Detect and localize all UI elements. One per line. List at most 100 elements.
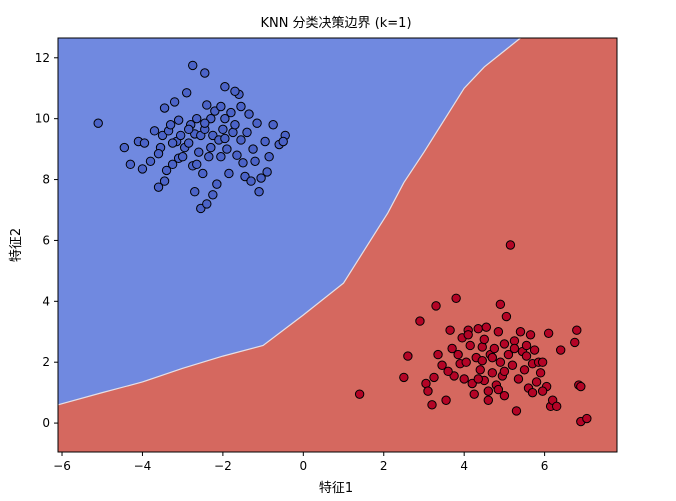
data-point-class-1 <box>511 406 522 416</box>
data-point-class-1 <box>487 352 498 363</box>
data-point-class-1 <box>487 368 498 378</box>
data-point-class-0 <box>204 152 214 162</box>
data-point-class-0 <box>224 168 234 179</box>
data-point-class-1 <box>354 389 365 399</box>
data-point-class-0 <box>244 109 254 119</box>
data-point-class-1 <box>513 374 524 384</box>
decision-boundary <box>57 37 521 406</box>
y-tick-label: 0 <box>42 416 50 430</box>
data-point-class-1 <box>499 390 510 401</box>
data-point-class-1 <box>495 299 506 310</box>
data-point-class-1 <box>403 351 413 361</box>
data-point-class-0 <box>230 86 240 96</box>
data-point-class-0 <box>236 135 246 145</box>
data-point-class-1 <box>427 400 437 410</box>
data-point-class-0 <box>177 152 188 162</box>
data-point-class-0 <box>181 88 192 98</box>
data-point-class-0 <box>216 101 226 112</box>
x-tick-label: −2 <box>214 459 232 473</box>
data-point-class-1 <box>459 374 469 384</box>
data-point-class-1 <box>489 343 500 354</box>
data-point-class-0 <box>226 107 236 118</box>
data-point-class-0 <box>167 159 178 170</box>
data-point-class-1 <box>447 343 457 354</box>
data-point-class-1 <box>537 386 548 396</box>
data-point-class-1 <box>443 366 453 377</box>
data-point-class-1 <box>453 349 463 360</box>
data-point-class-0 <box>256 173 266 183</box>
data-point-class-1 <box>399 372 409 383</box>
data-point-class-1 <box>451 293 461 303</box>
data-point-class-0 <box>159 176 170 186</box>
data-point-class-1 <box>537 357 548 367</box>
x-tick-label: 4 <box>460 459 468 473</box>
data-point-class-0 <box>169 97 180 107</box>
data-point-class-1 <box>525 330 536 340</box>
data-point-class-0 <box>194 147 204 157</box>
data-point-class-1 <box>499 366 510 377</box>
data-point-class-1 <box>531 377 542 387</box>
data-point-class-0 <box>192 113 202 124</box>
data-point-class-1 <box>555 345 566 355</box>
data-point-class-0 <box>137 164 148 174</box>
data-point-class-1 <box>423 386 433 396</box>
data-point-class-0 <box>184 124 194 135</box>
data-point-class-1 <box>473 374 483 384</box>
data-point-class-1 <box>576 381 586 392</box>
data-point-class-0 <box>153 148 164 159</box>
data-point-class-1 <box>493 384 504 395</box>
data-point-class-0 <box>248 144 258 154</box>
data-point-class-1 <box>441 395 451 405</box>
data-point-class-1 <box>483 395 494 405</box>
data-point-class-1 <box>495 357 506 367</box>
x-axis: −6 −4 −2 0 2 4 6 <box>53 452 548 473</box>
data-point-class-0 <box>184 138 194 148</box>
data-point-class-1 <box>431 301 441 311</box>
data-point-class-1 <box>521 351 532 361</box>
data-point-class-1 <box>429 372 439 383</box>
data-point-class-0 <box>119 142 130 153</box>
data-point-class-0 <box>242 127 252 138</box>
class-0-points <box>93 60 290 214</box>
chart-title: KNN 分类决策边界 (k=1) <box>260 15 411 31</box>
data-point-class-1 <box>543 328 554 338</box>
data-point-class-1 <box>493 327 504 337</box>
data-point-class-0 <box>200 118 210 128</box>
data-point-class-1 <box>483 386 494 396</box>
y-tick-label: 6 <box>42 233 50 247</box>
data-point-class-1 <box>445 325 455 335</box>
data-point-class-0 <box>139 138 150 148</box>
data-point-class-0 <box>173 115 184 125</box>
data-point-class-1 <box>499 339 510 349</box>
data-point-class-1 <box>437 360 447 370</box>
data-point-class-0 <box>188 60 198 71</box>
y-tick-label: 12 <box>35 51 50 65</box>
data-point-class-0 <box>202 100 212 110</box>
data-point-class-0 <box>153 182 164 192</box>
data-point-class-1 <box>551 401 562 412</box>
data-point-class-0 <box>159 103 170 113</box>
data-point-class-1 <box>421 378 431 389</box>
data-point-class-0 <box>262 167 272 177</box>
data-point-class-0 <box>220 82 230 92</box>
data-point-class-0 <box>161 165 172 176</box>
data-point-class-0 <box>202 199 212 209</box>
data-point-class-0 <box>254 187 264 197</box>
data-point-class-1 <box>570 337 580 348</box>
data-point-class-1 <box>515 327 526 337</box>
y-axis-title: 特征2 <box>9 228 24 262</box>
data-point-class-0 <box>192 159 202 170</box>
data-point-class-1 <box>582 413 592 424</box>
data-point-class-0 <box>165 120 176 130</box>
plot-area <box>57 37 618 453</box>
data-point-class-1 <box>473 324 483 334</box>
data-point-class-1 <box>529 345 540 355</box>
data-point-class-0 <box>208 190 218 200</box>
data-point-class-1 <box>535 368 546 378</box>
data-point-class-1 <box>479 334 489 345</box>
data-point-class-1 <box>507 360 518 370</box>
x-tick-label: 2 <box>380 459 388 473</box>
data-point-class-0 <box>149 126 160 136</box>
data-point-class-1 <box>463 330 473 340</box>
data-point-class-0 <box>220 133 230 144</box>
